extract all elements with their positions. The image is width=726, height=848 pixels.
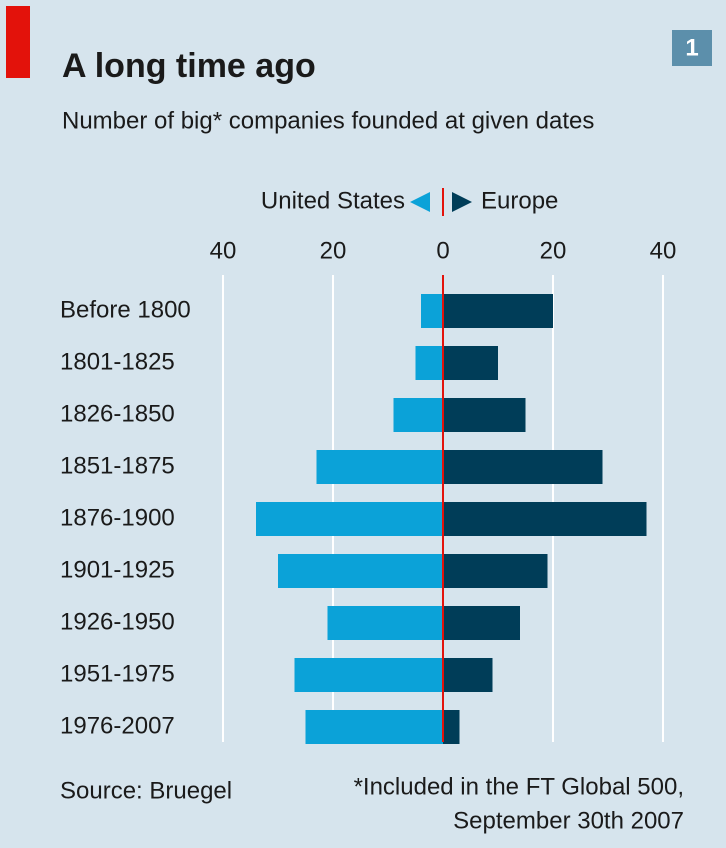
bar (443, 398, 526, 432)
bar (278, 554, 443, 588)
bar (393, 398, 443, 432)
bar (443, 294, 553, 328)
category-label: 1851-1875 (60, 452, 175, 479)
category-label: 1951-1975 (60, 660, 175, 687)
bar (256, 502, 443, 536)
bar (443, 606, 520, 640)
x-tick-label: 0 (436, 237, 449, 264)
legend-marker (452, 192, 472, 212)
legend-marker (410, 192, 430, 212)
category-label: 1826-1850 (60, 400, 175, 427)
bar (316, 450, 443, 484)
category-label: 1801-1825 (60, 348, 175, 375)
legend-label: Europe (481, 187, 558, 214)
bar (443, 710, 460, 744)
x-tick-label: 40 (210, 237, 237, 264)
bar (443, 450, 603, 484)
bar (415, 346, 443, 380)
bar (327, 606, 443, 640)
bar (421, 294, 443, 328)
x-tick-label: 40 (650, 237, 677, 264)
bar (443, 346, 498, 380)
legend-label: United States (261, 187, 405, 214)
bar (305, 710, 443, 744)
x-tick-label: 20 (320, 237, 347, 264)
x-tick-label: 20 (540, 237, 567, 264)
category-label: 1926-1950 (60, 608, 175, 635)
category-label: 1876-1900 (60, 504, 175, 531)
source: Source: Bruegel (60, 777, 232, 804)
footnote: *Included in the FT Global 500, (354, 773, 684, 800)
bar (294, 658, 443, 692)
chart-title: A long time ago (62, 47, 316, 85)
badge-label: 1 (685, 34, 698, 61)
badge (672, 30, 712, 66)
chart-subtitle: Number of big* companies founded at give… (62, 107, 594, 134)
red-tab (6, 6, 30, 78)
bar (443, 658, 493, 692)
category-label: 1976-2007 (60, 712, 175, 739)
footnote: September 30th 2007 (453, 807, 684, 834)
bar (443, 554, 548, 588)
category-label: 1901-1925 (60, 556, 175, 583)
bar (443, 502, 647, 536)
category-label: Before 1800 (60, 296, 191, 323)
